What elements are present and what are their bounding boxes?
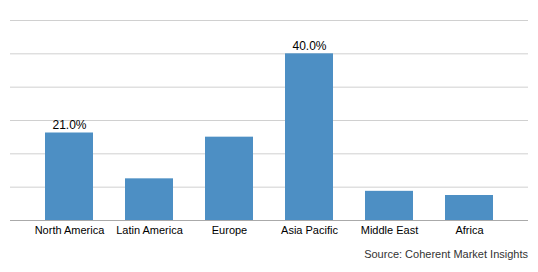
svg-text:Middle East: Middle East — [361, 224, 418, 236]
svg-text:Europe: Europe — [212, 224, 247, 236]
svg-text:Asia Pacific: Asia Pacific — [281, 224, 338, 236]
svg-text:North America: North America — [35, 224, 106, 236]
svg-text:Africa: Africa — [455, 224, 484, 236]
html-text:Source: Coherent Market Insigh: Source: Coherent Market Insights — [364, 248, 528, 260]
svg-text:40.0%: 40.0% — [292, 39, 326, 53]
svg-text:Latin America: Latin America — [116, 224, 184, 236]
svg-text:21.0%: 21.0% — [52, 118, 86, 132]
